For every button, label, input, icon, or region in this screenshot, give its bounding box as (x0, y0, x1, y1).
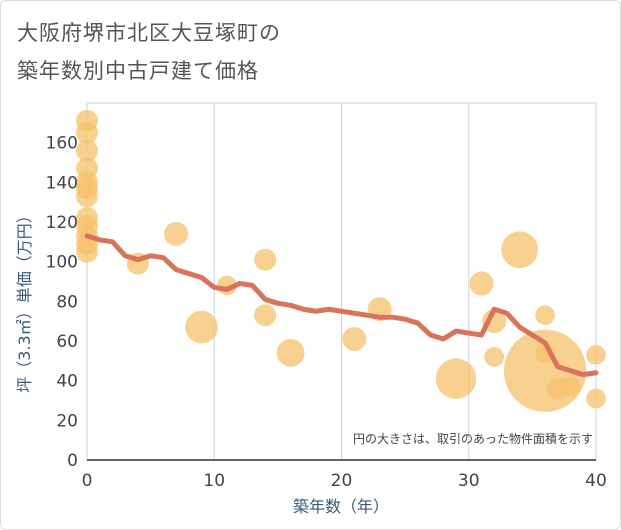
size-note: 円の大きさは、取引のあった物件面積を示す (353, 431, 593, 446)
grid-lines (86, 102, 597, 461)
y-tick-label: 100 (46, 253, 78, 273)
y-tick-label: 40 (56, 372, 78, 392)
bubble-point (76, 240, 98, 263)
bubble-point (76, 185, 98, 208)
bubble-point (435, 358, 477, 399)
x-tick-label: 0 (82, 471, 93, 491)
bubble-point (185, 310, 218, 344)
x-tick-label: 10 (203, 471, 225, 491)
bubble-point (469, 271, 494, 296)
x-tick-label: 40 (585, 471, 607, 491)
bubble-point (560, 376, 581, 397)
y-tick-label: 0 (67, 451, 78, 471)
chart-title-line-2: 築年数別中古戸建て価格 (17, 59, 259, 83)
bubble-point (535, 305, 555, 326)
bubble-point (586, 345, 606, 365)
y-tick-label: 20 (56, 411, 78, 431)
bubble-point (586, 388, 606, 409)
y-tick-label: 80 (56, 292, 78, 312)
x-axis-title: 築年数（年） (293, 497, 389, 516)
bubble-point (482, 309, 507, 334)
trend-line (84, 233, 599, 378)
bubble-point (76, 139, 98, 162)
x-tick-label: 20 (331, 471, 353, 491)
y-tick-label: 140 (46, 173, 78, 193)
bubble-layer (76, 109, 606, 412)
y-axis-title: 坪（3.3㎡）単価（万円） (15, 207, 34, 392)
bubble-point (276, 338, 305, 367)
bubble-point (164, 221, 189, 246)
bubble-point (254, 304, 277, 327)
x-tick-label: 30 (458, 471, 480, 491)
y-tick-label: 120 (46, 213, 78, 233)
y-tick-label: 160 (46, 134, 78, 154)
axes: 0 10 20 30 40 0 20 40 60 80 100 120 140 160 (46, 134, 607, 491)
bubble-point (501, 231, 539, 269)
bubble-point (484, 347, 505, 367)
bubble-point (342, 326, 367, 352)
chart-title-line-1: 大阪府堺市北区大豆塚町の (17, 21, 281, 45)
y-tick-label: 60 (56, 332, 78, 352)
bubble-point (254, 248, 277, 271)
bubble-point (76, 121, 98, 144)
trend-layer (84, 233, 599, 378)
